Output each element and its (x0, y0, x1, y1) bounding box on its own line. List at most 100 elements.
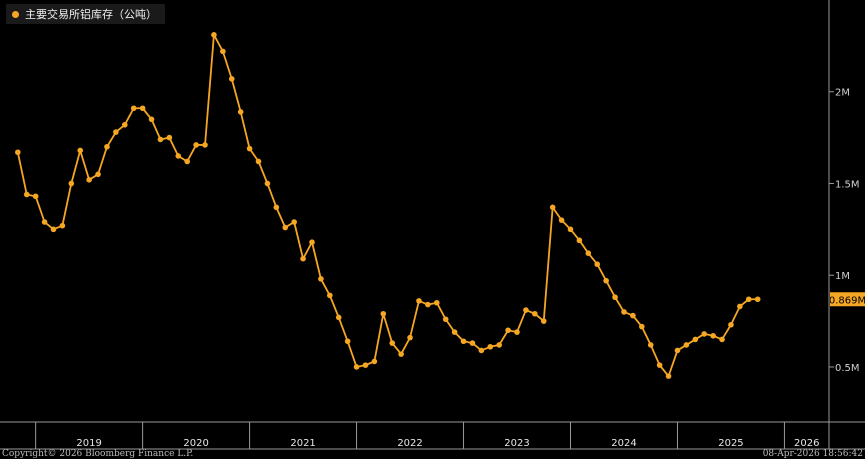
data-point (398, 351, 404, 357)
data-point (166, 134, 173, 141)
data-point (184, 158, 190, 165)
data-point (121, 121, 128, 128)
data-point (157, 136, 164, 143)
data-point (300, 255, 306, 262)
data-point (104, 143, 110, 150)
data-point (246, 145, 253, 152)
data-point (59, 222, 66, 229)
data-point (344, 338, 351, 345)
data-point (451, 329, 458, 335)
data-point (612, 294, 618, 301)
x-tick-label: 2025 (718, 438, 743, 449)
data-point (362, 362, 369, 368)
data-point (193, 142, 199, 148)
data-point (754, 296, 761, 303)
data-point (237, 109, 244, 115)
x-axis: 2019 2020 2021 2022 2023 2024 2025 2026 (35, 422, 819, 449)
data-point (23, 191, 30, 198)
data-point (710, 332, 716, 339)
data-point (211, 32, 217, 38)
data-point (728, 321, 734, 328)
data-point (335, 314, 342, 321)
data-point (15, 149, 21, 156)
data-point (683, 342, 690, 348)
data-point (264, 180, 271, 187)
x-tick-label: 2026 (794, 438, 819, 449)
x-tick-label: 2022 (397, 438, 422, 449)
data-point (576, 237, 583, 244)
data-point (496, 342, 502, 348)
data-point (639, 323, 645, 330)
data-point (95, 171, 101, 178)
data-point (487, 343, 494, 350)
data-point (380, 310, 387, 317)
last-value-badge (830, 292, 865, 307)
x-tick-label: 2020 (183, 438, 208, 449)
data-point (719, 336, 725, 343)
data-point (202, 142, 208, 148)
data-point (220, 48, 226, 55)
data-point (407, 334, 413, 341)
data-point (523, 307, 529, 313)
legend[interactable]: 主要交易所铝库存（公吨） (6, 4, 165, 24)
last-value-label: 0.869M (829, 295, 865, 306)
data-point (674, 347, 681, 354)
data-point (327, 292, 333, 299)
data-point (540, 318, 547, 324)
x-tick-label: 2023 (504, 438, 529, 449)
series-layer (15, 32, 761, 379)
data-point (68, 180, 75, 187)
data-point (318, 276, 324, 282)
data-point (416, 298, 422, 304)
y-tick-label: 1.5M (835, 179, 860, 190)
data-point (41, 219, 48, 225)
data-point (567, 226, 574, 233)
data-point (585, 250, 592, 256)
legend-label: 主要交易所铝库存（公吨） (25, 8, 157, 21)
data-point (139, 105, 146, 112)
data-point (255, 158, 262, 165)
data-point (630, 312, 636, 319)
data-point (77, 147, 84, 154)
data-point (656, 362, 663, 368)
last-value-marker: 0.869M (829, 292, 865, 307)
data-point (469, 340, 476, 346)
data-point (692, 336, 699, 343)
y-tick-label: 2M (835, 88, 850, 99)
data-point (32, 193, 39, 200)
data-point (433, 299, 440, 306)
data-point (291, 219, 297, 225)
data-point (353, 364, 360, 370)
data-point (282, 224, 289, 231)
data-point (701, 331, 708, 337)
copyright-text: Copyright© 2026 Bloomberg Finance L.P. (2, 449, 194, 459)
data-point (228, 76, 235, 82)
y-axis: 0.5M 1M 1.5M 2M (829, 88, 860, 374)
timestamp-text: 08-Apr-2026 18:56:42 (762, 449, 863, 459)
x-tick-label: 2019 (76, 438, 101, 449)
data-point (86, 177, 92, 183)
data-point (175, 153, 182, 159)
y-tick-label: 0.5M (835, 363, 860, 374)
data-point (130, 105, 137, 112)
data-point (514, 329, 520, 335)
x-tick-label: 2024 (611, 438, 636, 449)
legend-marker-icon (12, 10, 19, 18)
data-point (113, 129, 119, 135)
data-point (549, 204, 556, 211)
data-point (478, 347, 485, 354)
data-point (460, 338, 467, 345)
y-tick-label: 1M (835, 271, 850, 282)
data-point (737, 303, 743, 310)
data-point (532, 310, 538, 317)
data-point (745, 296, 752, 303)
data-point (50, 226, 57, 233)
data-point (442, 316, 449, 323)
data-point (273, 204, 280, 211)
data-point (148, 116, 155, 123)
data-point (558, 217, 565, 223)
data-point (389, 340, 396, 346)
data-point (665, 373, 672, 379)
